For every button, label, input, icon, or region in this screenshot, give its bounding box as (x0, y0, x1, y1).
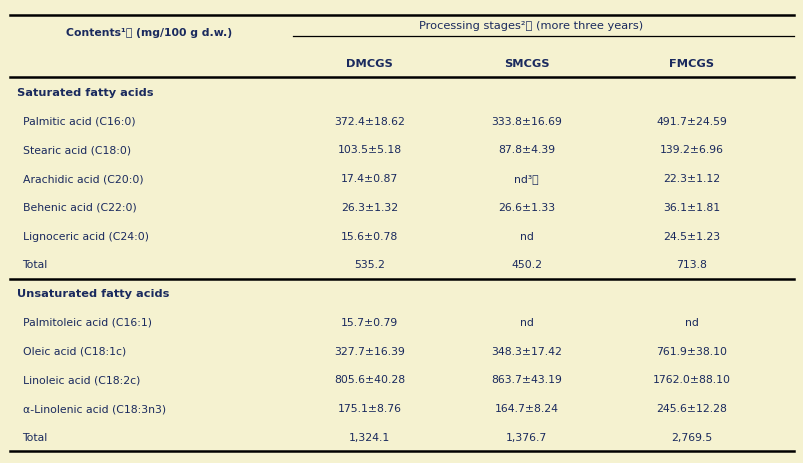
Text: 535.2: 535.2 (354, 260, 385, 270)
Text: nd: nd (519, 231, 533, 241)
Text: Stearic acid (C18:0): Stearic acid (C18:0) (22, 145, 130, 155)
Text: Processing stages²⧠ (more three years): Processing stages²⧠ (more three years) (418, 20, 642, 31)
Text: 1824.9: 1824.9 (506, 462, 546, 463)
Text: FMCGS: FMCGS (668, 59, 713, 69)
Text: 175.1±8.76: 175.1±8.76 (337, 403, 402, 413)
Text: 372.4±18.62: 372.4±18.62 (334, 116, 405, 126)
Text: 36.1±1.81: 36.1±1.81 (662, 202, 719, 213)
Text: 3483.3: 3483.3 (671, 462, 711, 463)
Text: Contents¹⧠ (mg/100 g d.w.): Contents¹⧠ (mg/100 g d.w.) (66, 28, 231, 38)
Text: Total: Total (22, 432, 47, 442)
Text: 15.7±0.79: 15.7±0.79 (340, 317, 398, 327)
Text: nd: nd (519, 317, 533, 327)
Text: 713.8: 713.8 (675, 260, 706, 270)
Text: 2,769.5: 2,769.5 (670, 432, 711, 442)
Text: DMCGS: DMCGS (346, 59, 393, 69)
Text: Arachidic acid (C20:0): Arachidic acid (C20:0) (22, 174, 143, 184)
Text: Palmitic acid (C16:0): Palmitic acid (C16:0) (22, 116, 135, 126)
Text: nd: nd (683, 317, 698, 327)
Text: 761.9±38.10: 761.9±38.10 (655, 346, 726, 356)
Text: 15.6±0.78: 15.6±0.78 (340, 231, 398, 241)
Text: 139.2±6.96: 139.2±6.96 (658, 145, 723, 155)
Text: 22.3±1.12: 22.3±1.12 (662, 174, 719, 184)
Text: 333.8±16.69: 333.8±16.69 (491, 116, 561, 126)
Text: Linoleic acid (C18:2c): Linoleic acid (C18:2c) (22, 375, 140, 385)
Text: 164.7±8.24: 164.7±8.24 (494, 403, 558, 413)
Text: 87.8±4.39: 87.8±4.39 (497, 145, 555, 155)
Text: 26.3±1.32: 26.3±1.32 (340, 202, 398, 213)
Text: 805.6±40.28: 805.6±40.28 (334, 375, 405, 385)
Text: Unsaturated fatty acids: Unsaturated fatty acids (17, 288, 169, 299)
Text: nd³⧠: nd³⧠ (514, 174, 538, 184)
Text: 450.2: 450.2 (511, 260, 541, 270)
Text: 24.5±1.23: 24.5±1.23 (662, 231, 719, 241)
Text: 1859.3: 1859.3 (349, 462, 389, 463)
Text: 103.5±5.18: 103.5±5.18 (337, 145, 402, 155)
Text: Saturated fatty acids: Saturated fatty acids (17, 88, 153, 98)
Text: Total: Total (22, 260, 47, 270)
Text: Total fatty acids: Total fatty acids (17, 462, 120, 463)
Text: α-Linolenic acid (C18:3n3): α-Linolenic acid (C18:3n3) (22, 403, 165, 413)
Text: 17.4±0.87: 17.4±0.87 (340, 174, 398, 184)
Text: 1762.0±88.10: 1762.0±88.10 (651, 375, 730, 385)
Text: Lignoceric acid (C24:0): Lignoceric acid (C24:0) (22, 231, 149, 241)
Text: Oleic acid (C18:1c): Oleic acid (C18:1c) (22, 346, 125, 356)
Text: 1,324.1: 1,324.1 (349, 432, 390, 442)
Text: Behenic acid (C22:0): Behenic acid (C22:0) (22, 202, 136, 213)
Text: 1,376.7: 1,376.7 (505, 432, 547, 442)
Text: 348.3±17.42: 348.3±17.42 (491, 346, 561, 356)
Text: Palmitoleic acid (C16:1): Palmitoleic acid (C16:1) (22, 317, 151, 327)
Text: 26.6±1.33: 26.6±1.33 (497, 202, 555, 213)
Text: 863.7±43.19: 863.7±43.19 (491, 375, 561, 385)
Text: SMCGS: SMCGS (503, 59, 548, 69)
Text: 245.6±12.28: 245.6±12.28 (655, 403, 726, 413)
Text: 491.7±24.59: 491.7±24.59 (655, 116, 726, 126)
Text: 327.7±16.39: 327.7±16.39 (334, 346, 405, 356)
